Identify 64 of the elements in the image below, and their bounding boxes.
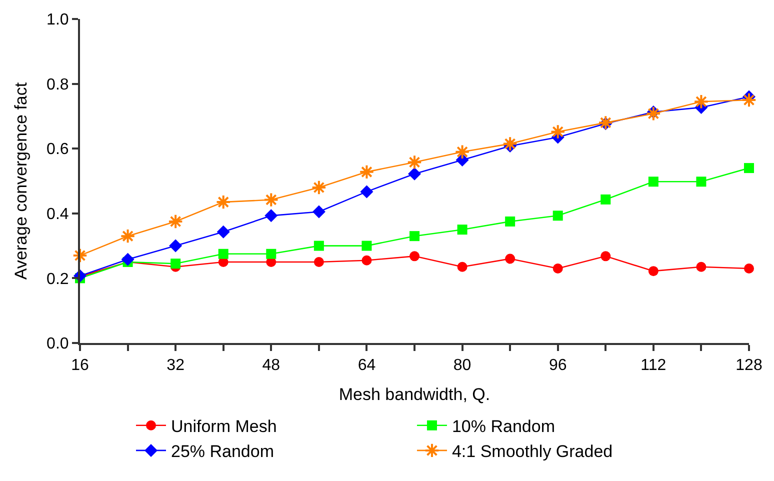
x-tick-label: 32 — [166, 357, 185, 374]
point — [314, 240, 324, 251]
point — [406, 154, 422, 170]
x-tick-label: 80 — [453, 357, 472, 374]
point — [120, 228, 136, 244]
point — [744, 163, 754, 174]
point — [648, 266, 658, 276]
point — [696, 176, 706, 187]
point — [408, 167, 421, 180]
point — [694, 94, 709, 110]
y-tick-label: 0.2 — [46, 270, 69, 288]
point — [550, 124, 566, 140]
point — [312, 205, 326, 218]
point — [648, 176, 658, 187]
point — [169, 239, 182, 252]
point — [741, 92, 757, 108]
point — [266, 248, 276, 259]
x-tick-label: 16 — [71, 357, 89, 374]
point — [359, 164, 374, 180]
y-tick-label: 0.4 — [46, 206, 69, 223]
point — [696, 262, 706, 272]
point — [552, 263, 563, 274]
point — [457, 224, 468, 235]
x-tick-label: 96 — [548, 357, 567, 374]
point — [216, 194, 231, 210]
point — [360, 185, 374, 198]
y-tick-label: 0.6 — [46, 141, 69, 158]
point — [410, 251, 420, 262]
point — [121, 252, 134, 266]
x-tick-label: 112 — [640, 357, 666, 374]
y-axis-title: Average convergence fact — [12, 82, 31, 280]
point — [362, 240, 372, 251]
legend-label: 25% Random — [171, 442, 274, 462]
x-tick-label: 64 — [358, 357, 376, 374]
x-tick-label: 128 — [736, 357, 762, 374]
point — [457, 262, 468, 272]
point — [600, 194, 611, 204]
point — [311, 180, 327, 196]
point — [502, 136, 518, 152]
point — [264, 209, 278, 222]
point — [218, 248, 228, 259]
y-tick-label: 0.0 — [46, 336, 69, 353]
point — [264, 192, 279, 208]
point — [72, 248, 88, 264]
point — [646, 106, 662, 122]
x-axis-title: Mesh bandwidth, Q. — [338, 385, 490, 404]
point — [505, 254, 516, 264]
point — [170, 258, 181, 269]
point — [168, 214, 184, 230]
point — [410, 231, 420, 242]
legend-label: 10% Random — [452, 416, 555, 436]
point — [362, 255, 372, 266]
point — [744, 263, 754, 274]
point — [505, 216, 516, 226]
x-tick-label: 48 — [262, 357, 280, 374]
legend-label: Uniform Mesh — [171, 416, 277, 436]
y-tick-label: 0.8 — [46, 76, 69, 94]
point — [454, 144, 470, 160]
point — [552, 210, 563, 221]
y-tick-label: 1.0 — [46, 12, 69, 29]
point — [314, 257, 324, 267]
legend-label: 4:1 Smoothly Graded — [452, 442, 613, 462]
point — [600, 251, 611, 262]
point — [216, 225, 230, 238]
